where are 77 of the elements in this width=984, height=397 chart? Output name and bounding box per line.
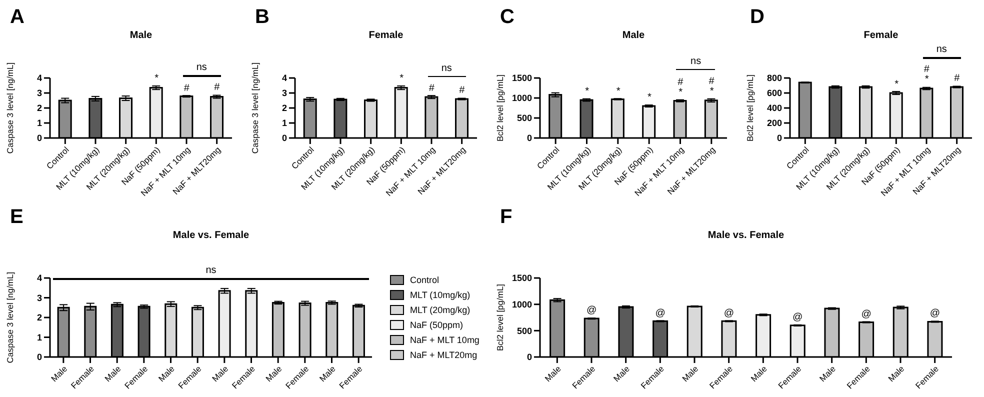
data-label: @ [654,308,666,319]
y-tick-label: 0 [36,352,42,362]
data-label: @ [791,312,804,323]
y-tick-label: 0 [526,352,532,362]
chart-title: Female [368,30,404,41]
y-tick-label: 2 [282,103,287,114]
y-axis-title: Caspase 3 level [ng/mL] [250,62,260,154]
y-axis-title: Bcl2 level [pg/mL] [495,284,506,352]
y-axis-title: Caspase 3 level [ng/mL] [5,272,16,364]
text: ns [195,62,208,74]
data-label: * [646,92,652,103]
legend-label: NaF + MLT 10mg [410,335,480,345]
y-tick-label: 1 [282,118,287,128]
data-label: * [893,78,900,90]
chart-title: Male [621,30,646,41]
y-axis-title: Caspase 3 level [ng/mL] [5,62,16,154]
data-label: @ [860,308,872,320]
data-label: # [213,82,221,94]
legend-label: NaF + MLT20mg [410,350,478,360]
data-label: # * [676,76,684,98]
chart-title: Male vs. Female [172,230,250,241]
legend-label: NaF (50ppm) [410,320,464,330]
data-label: # [953,73,961,84]
y-tick-label: 4 [36,273,42,284]
y-tick-label: 0 [526,133,532,144]
legend-label: Control [410,275,440,285]
y-tick-label: 3 [36,88,42,98]
y-tick-label: 200 [766,118,782,128]
y-tick-label: 1 [36,118,42,128]
chart-title: Male vs. Female [706,230,786,241]
text: D [750,6,764,29]
data-label: # [182,82,190,94]
y-tick-label: 3 [282,88,287,98]
y-axis-title: Bcl2 level [pg/mL] [495,74,506,142]
y-tick-label: 600 [766,88,782,98]
text: ns [690,56,702,67]
y-tick-label: 400 [766,103,782,114]
data-label: @ [722,308,735,319]
y-tick-label: 800 [766,73,782,84]
data-label: # [458,85,466,96]
y-tick-label: 2 [36,103,42,114]
y-tick-label: 4 [282,73,287,84]
y-tick-label: 1000 [512,300,532,310]
text: ns [440,62,453,74]
text: F [500,206,512,229]
text: ns [204,265,218,276]
data-label: * [584,86,590,97]
chart-title: Male [128,30,154,41]
y-tick-label: 0 [776,133,782,144]
data-label: # * [922,64,930,86]
chart-title: Female [862,30,900,41]
data-label: * [398,72,404,84]
data-label: * [614,86,621,97]
text: A [10,6,24,29]
legend-label: MLT (20mg/kg) [410,305,470,315]
y-tick-label: 500 [516,326,532,336]
y-tick-label: 4 [36,73,42,84]
y-tick-label: 1500 [512,73,532,84]
y-tick-label: 1500 [512,273,532,284]
y-tick-label: 1000 [512,93,532,104]
text: C [500,6,514,29]
data-label: @ [585,305,598,316]
y-tick-label: 0 [282,133,287,144]
data-label: # * [708,76,716,97]
data-label: # [428,82,436,94]
text: ns [935,44,948,56]
text: E [10,206,24,229]
text: B [255,6,270,29]
data-label: @ [928,308,941,320]
y-tick-label: 2 [36,312,42,323]
y-tick-label: 1 [36,332,42,342]
y-tick-label: 3 [36,292,42,303]
y-tick-label: 0 [36,133,42,144]
data-label: * [153,72,160,84]
y-axis-title: Bcl2 level [pg/mL] [745,74,756,142]
legend-label: MLT (10mg/kg) [410,290,470,300]
y-tick-label: 500 [516,113,532,124]
